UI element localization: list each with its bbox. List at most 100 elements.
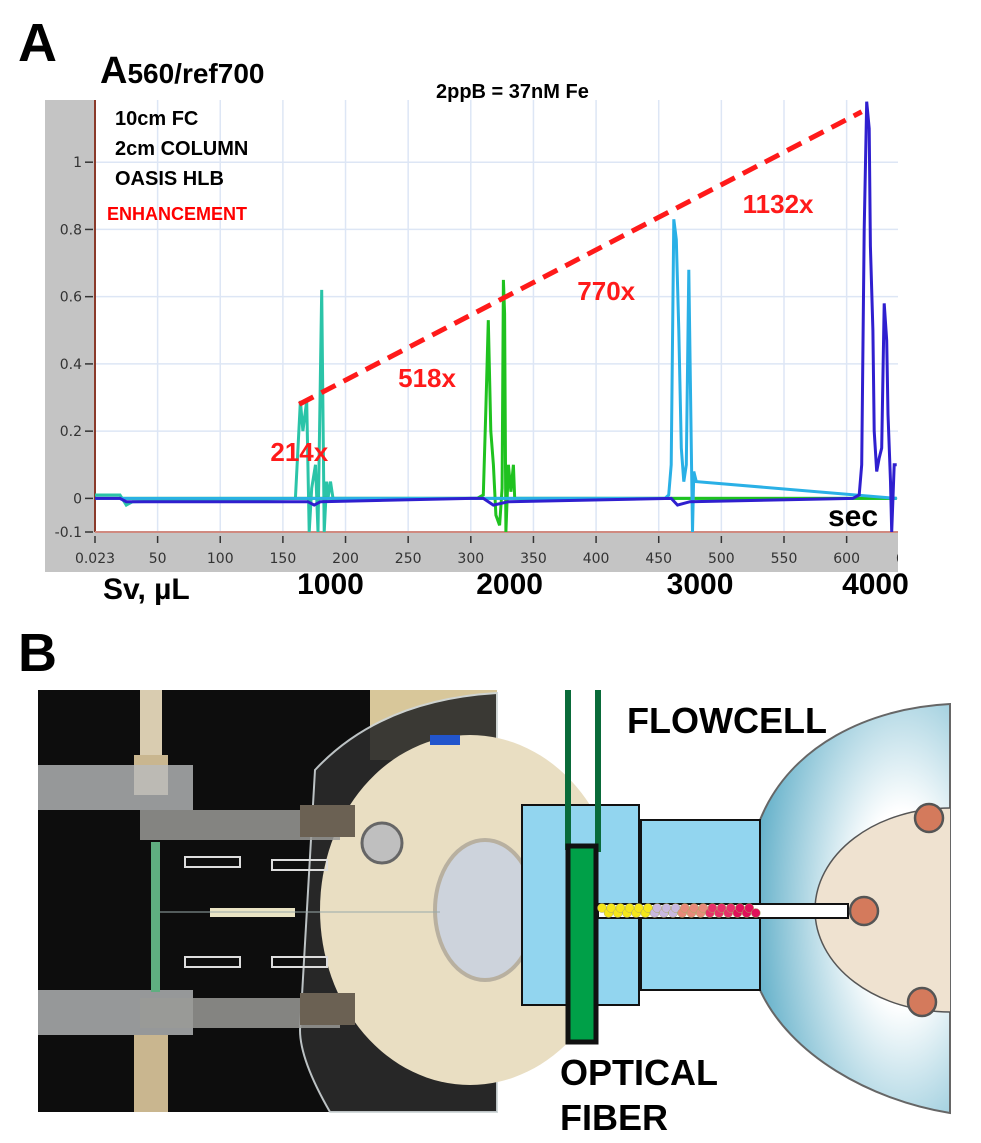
x-tick-label: 200 — [332, 551, 359, 567]
optical-fiber-label-2: FIBER — [560, 1097, 668, 1138]
photo-acrylic-plate — [298, 691, 498, 1113]
photo-top-fitting — [140, 690, 162, 765]
photo-top-thread — [134, 755, 168, 795]
photo-bottom-thread — [134, 1035, 168, 1112]
panel-label-a: A — [18, 13, 57, 73]
x-tick-label: 0.023 — [75, 551, 115, 567]
enhancement-label: 1132x — [742, 188, 814, 219]
bead — [735, 903, 745, 913]
bead — [689, 903, 699, 913]
photo-bottom-bar — [38, 990, 193, 1035]
x-tick-label: 350 — [520, 551, 547, 567]
y-tick-label: 1 — [73, 155, 82, 171]
bead — [643, 903, 653, 913]
flowcell-label: FLOWCELL — [627, 700, 827, 741]
photo-column — [210, 908, 295, 917]
x-tick-label: 250 — [395, 551, 422, 567]
bead — [649, 908, 660, 918]
photo-blue-fitting — [430, 735, 460, 745]
x-axis-title: sec — [828, 500, 879, 533]
photo-top-bar — [38, 765, 193, 810]
optical-fiber-label-1: OPTICAL — [560, 1052, 718, 1093]
bead — [707, 903, 718, 913]
bead — [640, 908, 651, 918]
tick-clip — [898, 540, 981, 580]
y-tick-label: 0.4 — [60, 357, 82, 373]
photo-slot — [271, 859, 328, 871]
column-block — [640, 819, 761, 991]
optical-fiber — [565, 843, 599, 1045]
enhancement-label: 770x — [577, 275, 636, 306]
annotation-column: 2cm COLUMN — [115, 138, 249, 160]
bead — [686, 908, 697, 918]
secondary-x-tick-label: 3000 — [666, 568, 734, 601]
bead — [661, 903, 672, 913]
bead — [680, 903, 690, 913]
bead — [723, 908, 733, 918]
photo-fiber — [151, 842, 160, 992]
sorbent-beads — [597, 903, 761, 918]
bead — [606, 903, 616, 913]
secondary-x-tick-label: 1000 — [297, 568, 364, 601]
photo-bottom-nut — [300, 993, 355, 1025]
bead — [615, 903, 626, 913]
photo-bottom-screw — [140, 998, 340, 1028]
bead — [624, 903, 635, 913]
bead — [726, 903, 736, 913]
enhancement-label: 518x — [398, 363, 456, 394]
bead — [634, 903, 644, 913]
port-inlet — [848, 895, 880, 927]
bead — [603, 908, 614, 918]
x-tick-label: 400 — [583, 551, 610, 567]
bead — [741, 908, 752, 918]
y-tick-label: 0.8 — [60, 222, 82, 238]
bead — [698, 903, 708, 913]
plot-area — [95, 100, 898, 532]
bead — [744, 903, 754, 913]
annotation-sorbent: OASIS HLB — [115, 168, 224, 190]
y-tick-label: -0.1 — [55, 525, 82, 541]
photo-background — [38, 690, 497, 1112]
secondary-x-tick-label: 4000 — [842, 568, 909, 601]
bead — [677, 908, 687, 918]
photo-window — [433, 838, 537, 982]
bead — [714, 908, 724, 918]
x-tick-label: 300 — [457, 551, 484, 567]
bead — [695, 908, 706, 918]
x-tick-label: 600 — [833, 551, 860, 567]
y-tick-label: 0.2 — [60, 424, 82, 440]
enhancement-label: 214x — [270, 437, 329, 468]
secondary-x-axis-title: Sv, µL — [103, 573, 190, 606]
y-tick-label: 0 — [73, 491, 82, 507]
enhancement-trend-line — [298, 109, 863, 407]
chart-title: 2ppB = 37nM Fe — [436, 81, 589, 103]
bead — [613, 908, 623, 918]
y-axis-title: A560/ref700 — [100, 50, 264, 93]
flowcell-inner-disc — [886, 808, 950, 1012]
bead — [716, 903, 727, 913]
panel-label-b: B — [18, 623, 57, 683]
series-run2 — [95, 279, 897, 533]
bead — [659, 908, 669, 918]
photo-top-screw — [140, 810, 340, 840]
flow-channel — [597, 903, 849, 919]
absorbance-chart: 0.023 50 100 150 200 250 300 350 400 450 500 550 600… — [45, 100, 981, 580]
bead — [732, 908, 743, 918]
port-bottom — [906, 986, 938, 1018]
fiber-holder-block — [521, 804, 640, 1006]
flowcell-dome — [759, 702, 951, 1115]
photo-slot — [184, 856, 241, 868]
bead — [670, 903, 681, 913]
secondary-x-tick-label: 2000 — [476, 568, 543, 601]
photo-slot — [271, 956, 328, 968]
photo-screw-head — [360, 821, 404, 865]
photo-top-nut — [300, 805, 355, 837]
port-top — [913, 802, 945, 834]
flowcell-inner-ring — [814, 807, 951, 1013]
bead — [622, 908, 632, 918]
x-tick-label: 500 — [708, 551, 735, 567]
bead — [652, 903, 662, 913]
x-tick-label: 150 — [270, 551, 297, 567]
y-axis-title-sub: 560/ref700 — [127, 58, 265, 89]
